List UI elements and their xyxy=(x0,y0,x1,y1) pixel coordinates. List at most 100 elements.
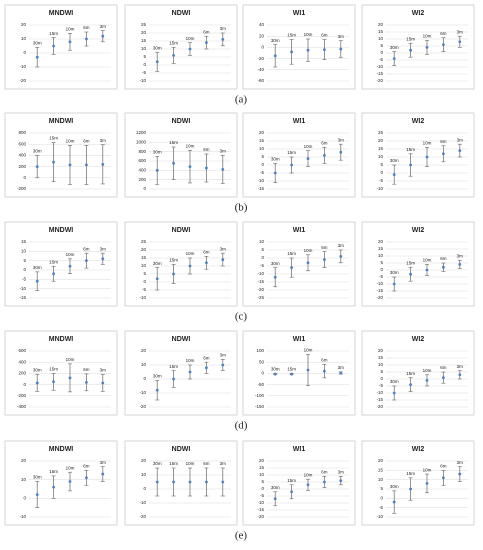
point-label: 3m xyxy=(338,365,345,370)
point xyxy=(85,380,88,384)
point-label: 15m xyxy=(169,461,178,466)
chart-title: MNDWI xyxy=(49,227,74,234)
y-tick-label: 5 xyxy=(143,54,146,59)
chart-title: NDWI xyxy=(172,336,191,343)
y-tick-label: 20 xyxy=(21,458,27,463)
y-tick-label: 0 xyxy=(143,279,146,284)
point-label: 10m xyxy=(186,358,195,363)
y-tick-label: -15 xyxy=(376,71,383,76)
point-label: 30m xyxy=(33,149,42,154)
point-label: 6m xyxy=(321,358,328,363)
point xyxy=(290,266,293,269)
y-tick-label: -200 xyxy=(17,393,27,398)
y-tick-label: 10 xyxy=(378,253,384,258)
y-tick-label: 20 xyxy=(21,22,27,27)
point xyxy=(273,275,277,279)
y-tick-label: 0 xyxy=(143,486,146,491)
point xyxy=(101,34,105,38)
y-tick-label: 10 xyxy=(141,263,147,268)
point-label: 6m xyxy=(203,147,210,152)
chart-title: NDWI xyxy=(172,227,191,234)
y-tick-label: -10 xyxy=(139,390,146,395)
y-tick-label: 5 xyxy=(380,369,383,374)
point-label: 15m xyxy=(169,41,178,46)
point xyxy=(392,500,396,504)
y-tick-label: 20 xyxy=(378,239,384,244)
panel-caption: (d) xyxy=(235,420,248,432)
chart-frame xyxy=(4,330,118,416)
point-label: 10m xyxy=(186,251,195,256)
y-tick-label: 400 xyxy=(18,153,26,158)
point-label: 6m xyxy=(83,367,90,372)
y-tick-label: 25 xyxy=(378,130,384,135)
y-tick-label: 20 xyxy=(141,247,147,252)
y-tick-label: -5 xyxy=(379,274,383,279)
point-label: 10m xyxy=(66,357,75,362)
point-label: 30m xyxy=(390,484,399,489)
point xyxy=(155,277,159,281)
y-tick-label: -15 xyxy=(376,397,383,402)
y-tick-label: 800 xyxy=(18,130,26,135)
point xyxy=(155,60,159,64)
point xyxy=(392,391,396,395)
y-tick-label: 5 xyxy=(380,162,383,167)
point-label: 10m xyxy=(423,368,432,373)
point-label: 15m xyxy=(49,259,58,264)
y-tick-label: 15 xyxy=(378,355,384,360)
point xyxy=(323,154,326,157)
point-label: 6m xyxy=(203,461,210,466)
y-tick-label: -5 xyxy=(260,493,264,498)
y-tick-label: -10 xyxy=(376,390,383,395)
y-tick-label: -5 xyxy=(379,57,383,62)
point-label: 30m xyxy=(271,261,280,266)
y-tick-label: -10 xyxy=(19,64,26,69)
y-tick-label: 5 xyxy=(23,258,26,263)
chart-title: MNDWI xyxy=(49,336,74,343)
chart-title: NDWI xyxy=(172,10,191,17)
y-tick-label: -20 xyxy=(376,295,383,300)
point xyxy=(458,40,462,44)
y-tick-label: 20 xyxy=(141,348,147,353)
y-tick-label: 5 xyxy=(143,271,146,276)
chart-frame xyxy=(361,330,475,416)
y-tick-label: 100 xyxy=(256,348,264,353)
point xyxy=(155,168,159,172)
point-label: 6m xyxy=(440,256,447,261)
point-label: 10m xyxy=(186,36,195,41)
point-label: 6m xyxy=(83,246,90,251)
y-tick-label: 20 xyxy=(378,348,384,353)
chart-title: WI1 xyxy=(293,446,306,453)
point xyxy=(442,43,445,46)
point-label: 30m xyxy=(153,150,162,155)
point-label: 6m xyxy=(203,29,210,34)
y-tick-label: -400 xyxy=(17,404,27,409)
y-tick-label: 0 xyxy=(380,496,383,501)
point-label: 15m xyxy=(406,371,415,376)
chart-frame xyxy=(242,4,356,90)
point-label: 3m xyxy=(457,137,464,142)
point xyxy=(409,272,412,276)
point-label: 6m xyxy=(440,464,447,469)
point xyxy=(306,261,310,265)
chart-title: MNDWI xyxy=(49,118,74,125)
point xyxy=(101,162,105,166)
point xyxy=(52,485,55,489)
point xyxy=(290,490,293,494)
y-tick-label: 0 xyxy=(261,45,264,50)
point-label: 3m xyxy=(457,29,464,34)
point-label: 3m xyxy=(220,26,227,31)
point-label: 30m xyxy=(271,485,280,490)
y-tick-label: 50 xyxy=(259,359,265,364)
point-label: 6m xyxy=(321,141,328,146)
point xyxy=(273,54,277,58)
y-tick-label: 5 xyxy=(380,486,383,491)
point-label: 15m xyxy=(49,469,58,474)
point xyxy=(101,381,105,385)
point-label: 3m xyxy=(100,368,107,373)
y-tick-label: -5 xyxy=(22,277,26,282)
point xyxy=(392,173,396,177)
y-tick-label: 400 xyxy=(138,168,146,173)
y-tick-label: 10 xyxy=(21,477,27,482)
chart-title: WI1 xyxy=(293,10,306,17)
y-tick-label: -15 xyxy=(257,507,264,512)
